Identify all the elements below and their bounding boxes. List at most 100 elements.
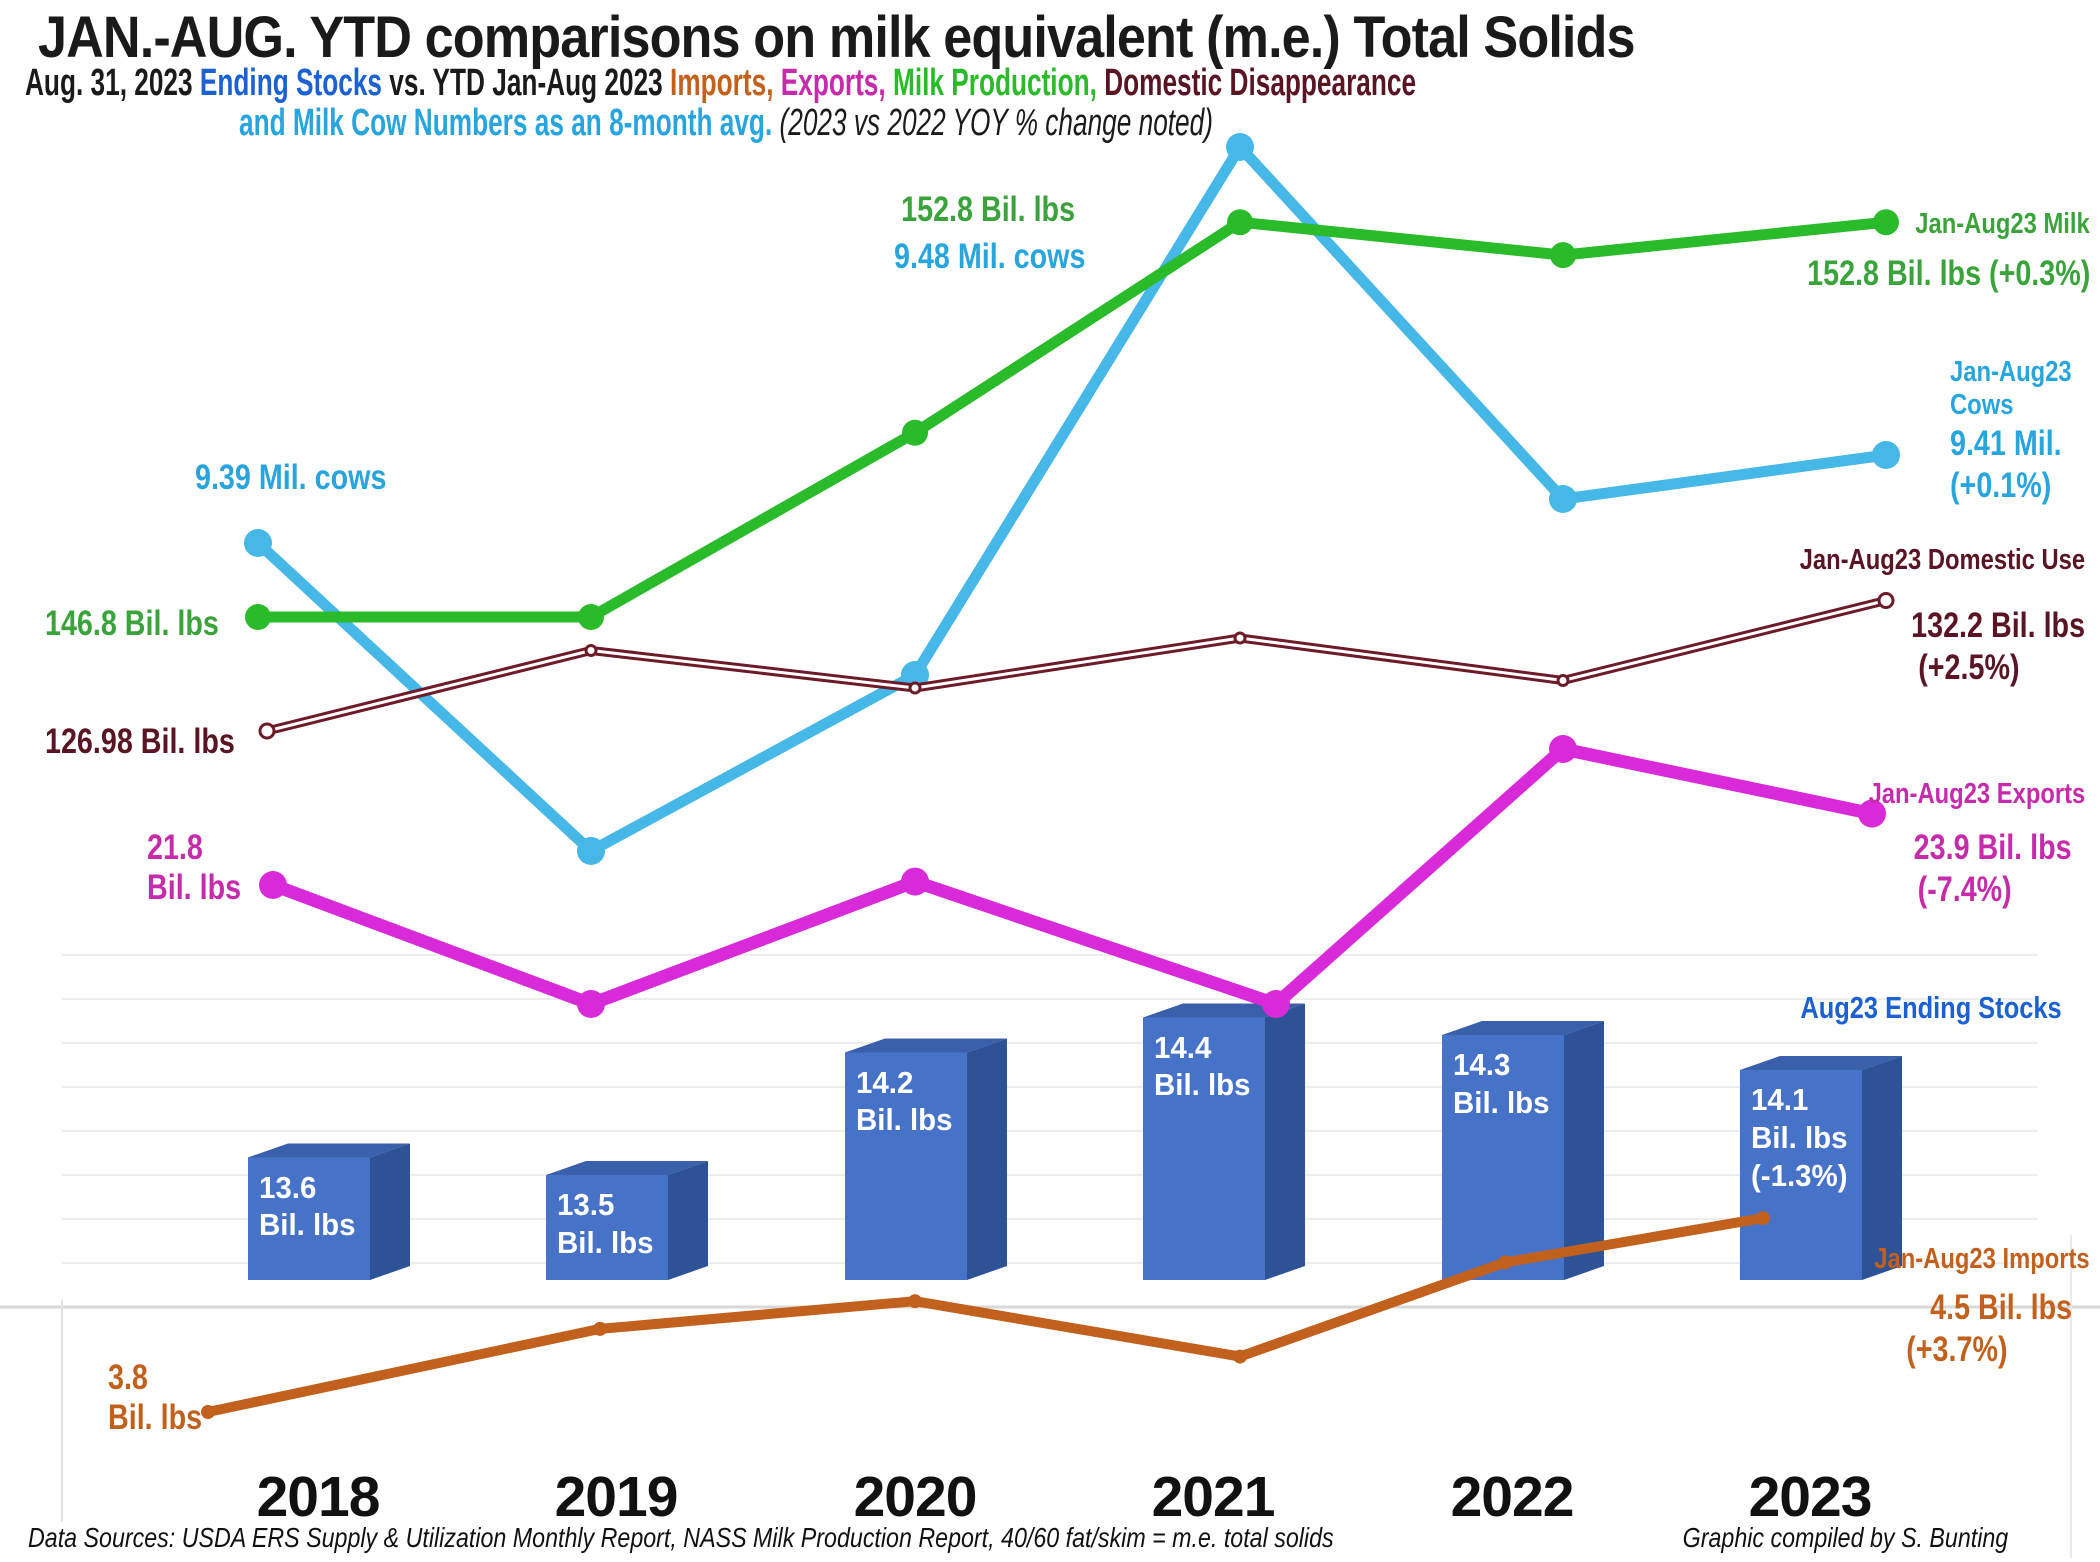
legend-imports-change: (+3.7%): [1906, 1330, 2008, 1369]
bar-value-label-2018: 13.6 Bil. lbs: [259, 1169, 356, 1243]
milk-point-2020: [902, 419, 928, 446]
legend-ending-stocks-title: Aug23 Ending Stocks: [1800, 990, 2062, 1025]
ending-stocks-bar-2018: [248, 1157, 370, 1280]
milk-point-2022: [1550, 242, 1576, 269]
domestic-point-2020: [908, 681, 922, 695]
subtitle-line2: Aug. 31, 2023 Ending Stocks vs. YTD Jan-…: [25, 62, 1416, 105]
legend-cows-value: 9.41 Mil.: [1950, 424, 2062, 463]
subtitle-mid: vs. YTD Jan-Aug 2023: [381, 62, 671, 104]
domestic-point-2021: [1233, 631, 1247, 645]
domestic-point-2019: [584, 644, 598, 657]
subtitle-cow-numbers: and Milk Cow Numbers as an 8-month avg.: [239, 102, 780, 144]
legend-imports-title: Jan-Aug23 Imports: [1874, 1243, 2090, 1275]
page-title: JAN.-AUG. YTD comparisons on milk equiva…: [38, 5, 1636, 70]
x-axis-label-2022: 2022: [1450, 1465, 1575, 1529]
credit-note: Graphic compiled by S. Bunting: [1682, 1522, 2008, 1553]
milk-point-2018: [245, 604, 271, 630]
exports-point-2018: [259, 871, 287, 899]
ending-stocks-bar-side-2021: [1265, 1003, 1305, 1280]
milk-point-2023: [1873, 209, 1899, 236]
label-milk-2021-peak: 152.8 Bil. lbs: [901, 190, 1075, 229]
label-exports-2018: 21.8 Bil. lbs: [147, 828, 241, 909]
cows-point-2023: [1872, 441, 1900, 469]
cows-point-2018: [244, 529, 272, 557]
milk-point-2019: [578, 604, 604, 630]
label-domestic-2018: 126.98 Bil. lbs: [45, 722, 235, 761]
x-axis-label-2020: 2020: [853, 1465, 978, 1529]
bar-value-label-2022: 14.3 Bil. lbs: [1453, 1047, 1550, 1120]
subtitle-domestic: Domestic Disappearance: [1096, 62, 1417, 104]
exports-point-2019: [577, 990, 605, 1018]
domestic-point-2022: [1556, 674, 1570, 687]
legend-domestic-change: (+2.5%): [1918, 648, 2020, 687]
legend-exports-title: Jan-Aug23 Exports: [1868, 778, 2085, 810]
label-imports-2018-value: 3.8: [108, 1358, 148, 1397]
label-imports-2018: 3.8 Bil. lbs: [108, 1358, 202, 1439]
label-cows-2018: 9.39 Mil. cows: [195, 458, 387, 497]
legend-domestic-title: Jan-Aug23 Domestic Use: [1799, 544, 2085, 576]
bar-value-label-2021: 14.4 Bil. lbs: [1154, 1029, 1251, 1103]
subtitle-prefix: Aug. 31, 2023: [25, 62, 200, 104]
cows-line: [252, 141, 1892, 857]
exports-line: [266, 742, 1879, 1011]
cows-point-2021: [1226, 133, 1254, 161]
ending-stocks-bar-side-2019: [668, 1161, 708, 1280]
bar-value-label-2023: 14.1 Bil. lbs (-1.3%): [1751, 1082, 1848, 1193]
ending-stocks-bar-side-2020: [967, 1038, 1007, 1280]
subtitle-milk-production: Milk Production,: [885, 62, 1097, 104]
cows-point-2022: [1549, 485, 1577, 513]
legend-domestic-value: 132.2 Bil. lbs: [1911, 606, 2085, 645]
imports-line: [203, 1213, 1768, 1417]
ending-stocks-bar-side-2018: [370, 1143, 410, 1280]
ending-stocks-bar-side-2022: [1564, 1021, 1604, 1280]
data-sources-note: Data Sources: USDA ERS Supply & Utilizat…: [28, 1522, 1334, 1553]
ending-stocks-bar-top-2022: [1442, 1021, 1604, 1035]
subtitle-yoy-note: (2023 vs 2022 YOY % change noted): [779, 102, 1213, 144]
exports-point-2023: [1858, 799, 1886, 828]
imports-point-2018: [201, 1405, 215, 1419]
ending-stocks-bar-2023: [1740, 1070, 1862, 1280]
ending-stocks-bar-top-2019: [546, 1161, 708, 1175]
milk-line: [252, 216, 1892, 623]
ending-stocks-bar-2019: [546, 1175, 668, 1280]
subtitle-imports: Imports,: [670, 62, 774, 104]
imports-point-2022: [1498, 1255, 1512, 1270]
x-axis-label-2018: 2018: [256, 1465, 381, 1529]
legend-cows-change: (+0.1%): [1950, 466, 2052, 505]
label-cows-2021-peak: 9.48 Mil. cows: [893, 237, 1085, 276]
exports-point-2022: [1549, 735, 1577, 763]
label-exports-2018-unit: Bil. lbs: [147, 868, 242, 908]
domestic-point-2023: [1877, 592, 1895, 609]
exports-point-2021: [1262, 990, 1290, 1018]
label-exports-2018-value: 21.8: [147, 828, 203, 867]
ending-stocks-bar-top-2023: [1740, 1056, 1902, 1070]
label-milk-2018: 146.8 Bil. lbs: [45, 604, 219, 643]
ending-stocks-bar-top-2020: [845, 1038, 1007, 1053]
legend-exports-change: (-7.4%): [1917, 870, 2012, 909]
x-axis-label-2023: 2023: [1748, 1465, 1873, 1529]
legend-cows-title: Jan-Aug23 Cows: [1950, 356, 2072, 423]
legend-exports-value: 23.9 Bil. lbs: [1914, 828, 2072, 867]
cows-point-2020: [901, 661, 929, 689]
ending-stocks-bar-top-2018: [248, 1143, 410, 1158]
bar-value-label-2019: 13.5 Bil. lbs: [557, 1187, 654, 1260]
domestic-line-core: [265, 599, 1888, 733]
subtitle-line3: and Milk Cow Numbers as an 8-month avg. …: [239, 102, 1213, 145]
ending-stocks-bar-2021: [1143, 1017, 1265, 1280]
x-axis-label-2019: 2019: [554, 1465, 679, 1529]
legend-cows-title-line2: Cows: [1950, 389, 2014, 422]
milk-point-2021: [1227, 209, 1253, 236]
legend-cows-title-line1: Jan-Aug23: [1950, 356, 2072, 388]
ending-stocks-bar-side-2023: [1862, 1056, 1902, 1280]
ending-stocks-bar-2020: [845, 1052, 967, 1280]
domestic-point-2018: [258, 722, 276, 740]
bar-value-label-2020: 14.2 Bil. lbs: [856, 1064, 953, 1138]
legend-milk-value: 152.8 Bil. lbs (+0.3%): [1806, 254, 2090, 293]
exports-point-2020: [901, 867, 929, 896]
subtitle-ending-stocks: Ending Stocks: [199, 62, 382, 104]
x-axis-label-2021: 2021: [1151, 1465, 1276, 1529]
label-imports-2018-unit: Bil. lbs: [108, 1398, 203, 1438]
ending-stocks-bar-2022: [1442, 1035, 1564, 1280]
imports-point-2021: [1233, 1349, 1247, 1364]
